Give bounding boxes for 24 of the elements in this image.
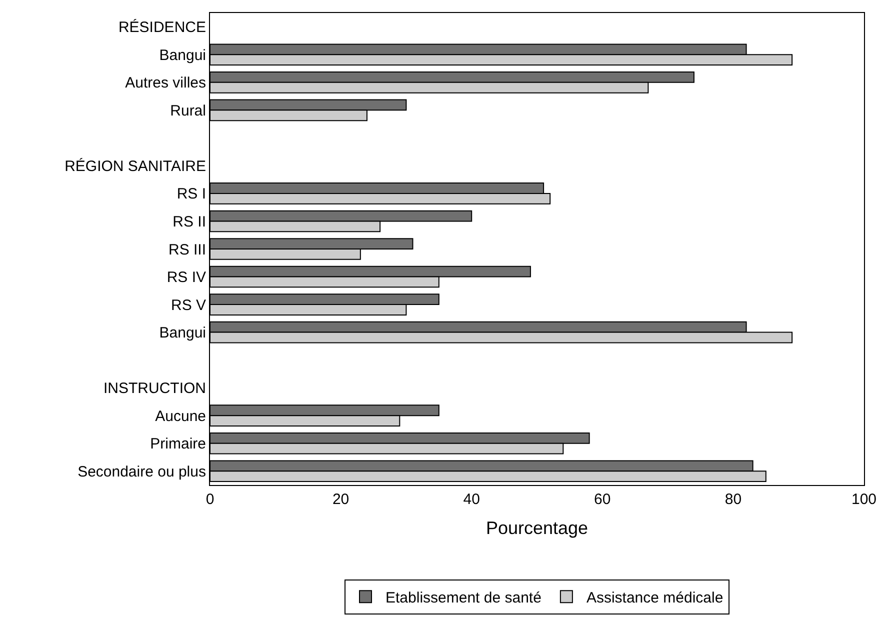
x-tick-label: 80 <box>724 491 742 508</box>
y-tick-label: INSTRUCTION <box>104 380 206 398</box>
legend-label: Assistance médicale <box>586 590 724 606</box>
x-tick-label: 20 <box>332 491 350 508</box>
y-tick-label: RS I <box>176 186 206 203</box>
x-tick-label: 100 <box>851 491 877 508</box>
y-tick-label: RS II <box>172 213 206 230</box>
y-tick-label: RS III <box>168 241 206 258</box>
y-tick-label: Primaire <box>150 436 206 453</box>
y-tick-label: Aucune <box>155 408 206 425</box>
y-tick-label: Autres villes <box>125 74 206 92</box>
y-tick-label: Rural <box>170 102 206 120</box>
y-tick-label: Bangui <box>159 46 206 64</box>
legend-label: Etablissement de santé <box>386 590 542 606</box>
y-tick-label: RS V <box>170 296 206 314</box>
y-tick-label: RÉGION SANITAIRE <box>64 156 206 175</box>
y-tick-label: RS IV <box>166 269 206 286</box>
x-tick-label: 0 <box>206 491 214 508</box>
x-axis-title: Pourcentage <box>486 518 588 538</box>
y-tick-label: Bangui <box>159 324 206 342</box>
y-tick-label: RÉSIDENCE <box>118 18 206 36</box>
y-tick-label: Secondaire ou plus <box>78 463 206 480</box>
x-tick-label: 40 <box>463 491 480 508</box>
x-tick-label: 60 <box>594 491 611 508</box>
